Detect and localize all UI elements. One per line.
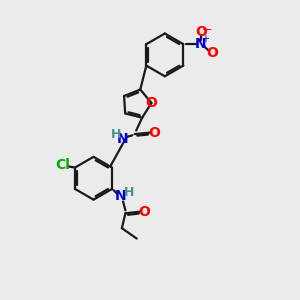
Text: O: O — [146, 96, 158, 110]
Text: −: − — [202, 24, 212, 37]
Text: Cl: Cl — [55, 158, 70, 172]
Text: O: O — [148, 126, 160, 140]
Text: N: N — [117, 132, 129, 146]
Text: O: O — [139, 205, 150, 218]
Text: N: N — [115, 189, 127, 203]
Text: H: H — [110, 128, 121, 141]
Text: O: O — [206, 46, 218, 60]
Text: N: N — [195, 37, 206, 51]
Text: +: + — [201, 34, 209, 44]
Text: O: O — [195, 25, 207, 39]
Text: H: H — [124, 186, 134, 199]
